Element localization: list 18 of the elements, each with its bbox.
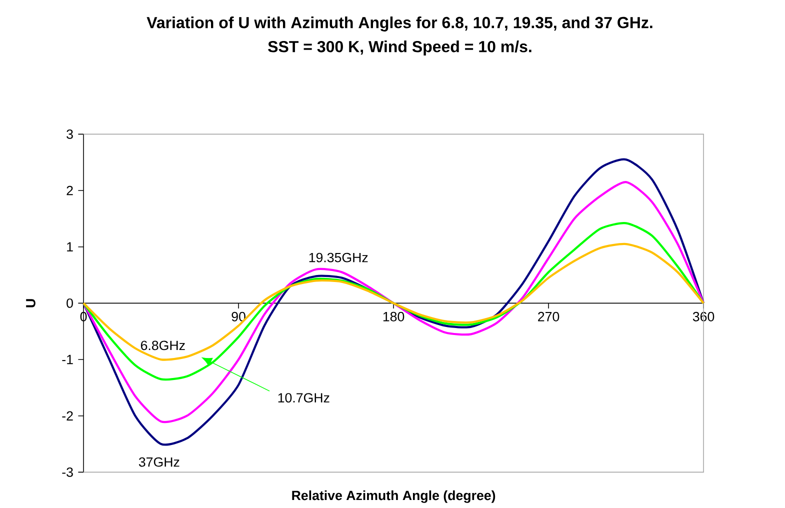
y-tick-label: 3: [66, 129, 73, 139]
y-tick-label: -2: [62, 411, 73, 420]
chart-title: Variation of U with Azimuth Angles for 6.8, 10.7, 19.35, and 37 GHz.: [146, 16, 652, 32]
annotation: 10.7GHz: [278, 393, 330, 403]
y-tick-label: -1: [62, 354, 73, 364]
annotation: 37GHz: [138, 457, 180, 467]
y-tick-label: 1: [67, 242, 73, 252]
chart-subtitle: SST = 300 K, Wind Speed = 10 m/s.: [268, 40, 532, 56]
annotation: 19.35GHz: [309, 252, 368, 262]
y-tick-label: -3: [62, 467, 73, 477]
annotation: 6.8GHz: [140, 340, 185, 350]
x-tick-label: 180: [383, 312, 404, 322]
x-axis-title: Relative Azimuth Angle (degree): [292, 490, 496, 503]
x-tick-label: 360: [692, 312, 714, 322]
y-tick-label: 0: [66, 298, 73, 308]
y-tick-label: 2: [66, 186, 73, 196]
y-axis-title: U: [26, 299, 36, 308]
x-tick-label: 270: [538, 312, 560, 322]
